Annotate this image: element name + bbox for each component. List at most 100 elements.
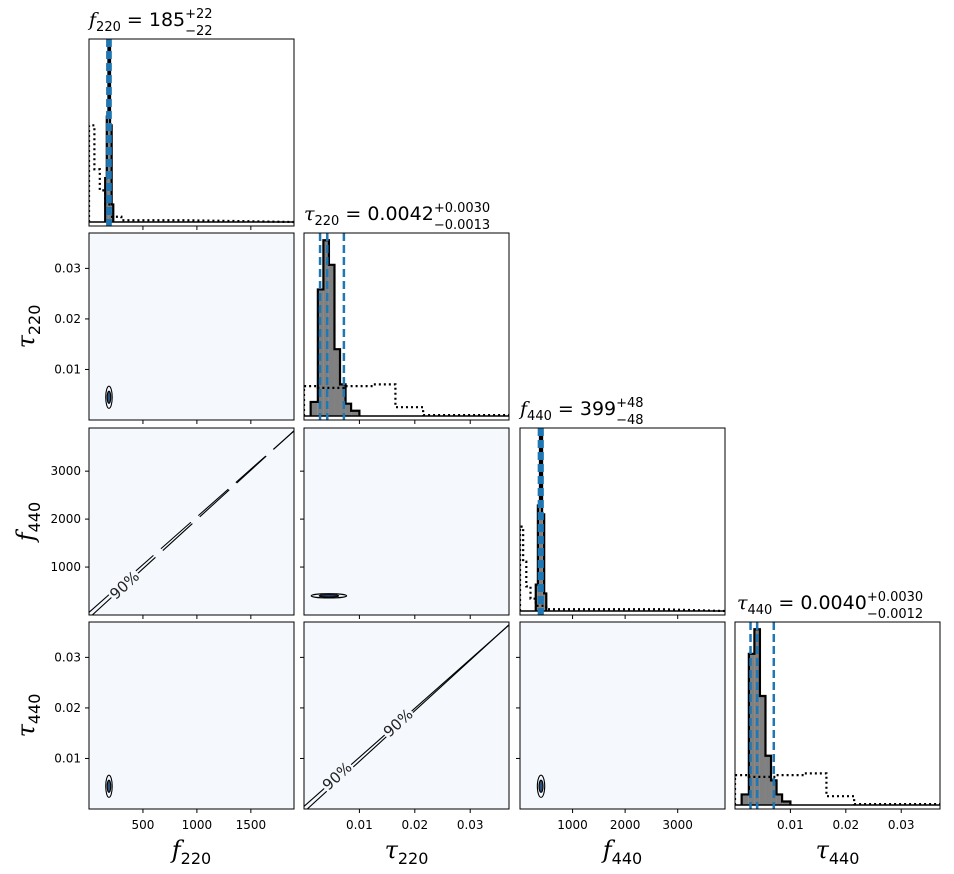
- posterior-bar-tau440-6: [776, 794, 783, 805]
- posterior-bar-tau440-0: [741, 794, 749, 805]
- frame-tau440-f440: [519, 621, 726, 810]
- xlabel-tau440-subscript: 440: [829, 849, 860, 868]
- frame-tau220-f220: [88, 232, 295, 421]
- posterior-bar-tau220-6: [345, 403, 352, 416]
- title-tau220-sub: 220: [315, 214, 340, 229]
- title-f220-plus: +22: [185, 7, 212, 22]
- panel-bg-f440-tau220: [304, 428, 509, 615]
- panel-tau440-hist: [735, 622, 940, 809]
- title-f220: f220 = 185+22: [87, 7, 213, 35]
- panel-bg-tau440-f440: [520, 622, 725, 809]
- posterior-bar-tau220-0: [310, 401, 318, 416]
- contour-label-bg-f440-f220-0: [105, 566, 144, 605]
- ytick-label-tau440-2: 0.03: [54, 650, 81, 664]
- ytick-label-tau220-0: 0.01: [54, 362, 81, 376]
- xtick-label-f440-0: 1000: [557, 818, 588, 832]
- panel-tau220-hist: [304, 233, 509, 420]
- title-f220-symbol: f: [87, 9, 99, 31]
- posterior-contour-inner-f440-tau220: [318, 594, 340, 598]
- ylabel-f440-subscript: 440: [25, 502, 44, 533]
- xtick-label-f440-1: 2000: [610, 818, 641, 832]
- ylabel-f440: f440: [12, 502, 44, 543]
- xlabel-f440-subscript: 440: [612, 849, 643, 868]
- ylabel-tau220-symbol: τ: [12, 334, 40, 348]
- xlabel-tau440: τ440: [816, 836, 860, 868]
- xtick-label-f220-1: 1000: [182, 818, 213, 832]
- posterior-step-tau440: [740, 628, 792, 805]
- posterior-contour-inner-tau220-f220: [106, 390, 112, 404]
- panel-bg-tau220-f220: [89, 233, 294, 420]
- panel-f220-hist: [89, 39, 294, 226]
- ylabel-tau220: τ220: [12, 305, 44, 349]
- xtick-label-f440-2: 3000: [662, 818, 693, 832]
- ytick-label-tau440-1: 0.02: [54, 701, 81, 715]
- xlabel-tau440-symbol: τ: [816, 836, 830, 864]
- ylabel-tau220-subscript: 220: [25, 305, 44, 336]
- prior-contour-b-f440-f220: [91, 429, 294, 615]
- ylabel-tau440-symbol: τ: [12, 723, 40, 737]
- posterior-step-tau220: [309, 239, 361, 416]
- posterior-bar-tau440-1: [748, 653, 755, 805]
- ylabel-tau440: τ440: [12, 694, 44, 738]
- xtick-label-tau440-2: 0.03: [888, 818, 915, 832]
- xtick-label-tau440-0: 0.01: [777, 818, 804, 832]
- title-f440: f440 = 399+48: [518, 396, 644, 424]
- title-f440-symbol: f: [518, 398, 530, 420]
- title-f440-plus: +48: [616, 396, 643, 411]
- xlabel-tau220-symbol: τ: [385, 836, 399, 864]
- xlabel-f440: f440: [601, 836, 642, 868]
- posterior-contour-outer-f440-tau220: [310, 593, 348, 599]
- title-f220-eq: = 185: [121, 9, 185, 31]
- xtick-label-tau220-1: 0.02: [401, 818, 428, 832]
- frame-tau440-f220: [88, 621, 295, 810]
- panel-f440-f220: 90%: [89, 429, 294, 615]
- xtick-label-tau440-1: 0.02: [832, 818, 859, 832]
- title-tau440-minus: −0.0012: [867, 607, 923, 622]
- panel-tau220-f220: [105, 385, 113, 409]
- frame-f440-f440: [519, 427, 726, 616]
- posterior-bar-tau440-3: [759, 696, 766, 805]
- frame-tau220-tau220: [303, 232, 510, 421]
- panel-f440-tau220: [310, 593, 348, 599]
- frame-f220-f220: [88, 38, 295, 227]
- title-tau220-plus: +0.0030: [434, 201, 490, 216]
- xlabel-f220-subscript: 220: [181, 849, 212, 868]
- frame-f440-f220: [88, 427, 295, 616]
- xtick-label-tau220-2: 0.03: [457, 818, 484, 832]
- frame-f440-tau220: [303, 427, 510, 616]
- xlabel-tau220-subscript: 220: [398, 849, 429, 868]
- posterior-bar-tau220-5: [340, 384, 346, 416]
- xlabel-f220: f220: [170, 836, 211, 868]
- panel-tau440-f220: [105, 774, 113, 798]
- ytick-label-f440-1: 2000: [50, 512, 81, 526]
- xtick-label-tau220-0: 0.01: [346, 818, 373, 832]
- ytick-label-tau440-0: 0.01: [54, 751, 81, 765]
- title-f220-minus: −22: [185, 24, 212, 39]
- panel-tau440-f440: [536, 774, 546, 798]
- posterior-bar-f220-2: [108, 46, 111, 222]
- ylabel-tau440-subscript: 440: [25, 694, 44, 725]
- title-tau440-eq: = 0.0040: [772, 592, 866, 614]
- contour-label-bg-tau440-tau220-0: [317, 757, 357, 795]
- title-f440-eq: = 399: [552, 398, 616, 420]
- title-tau220: τ220 = 0.0042+0.0030: [304, 201, 490, 229]
- frame-tau440-tau440: [734, 621, 941, 810]
- xtick-label-f220-2: 1500: [236, 818, 267, 832]
- posterior-bar-tau220-1: [317, 289, 324, 416]
- plot-text: 500 1000 1500 0.01 0.02 0.03 1000 2000 3000 0.01 0…: [12, 7, 923, 868]
- posterior-contour-inner-tau440-f440: [538, 779, 544, 793]
- panel-frames: [88, 38, 941, 810]
- ytick-label-f440-2: 3000: [50, 464, 81, 478]
- posterior-bar-tau220-3: [328, 264, 335, 416]
- title-tau440-symbol: τ: [737, 592, 748, 614]
- title-tau440-sub: 440: [748, 603, 773, 618]
- title-tau220-eq: = 0.0042: [339, 203, 433, 225]
- posterior-contour-outer-tau220-f220: [105, 385, 113, 409]
- posterior-bar-tau220-4: [334, 349, 341, 416]
- posterior-bar-f440-2: [539, 435, 543, 611]
- prior-step-f440: [520, 525, 725, 613]
- ytick-label-tau220-1: 0.02: [54, 312, 81, 326]
- posterior-bar-tau440-4: [765, 755, 772, 805]
- posterior-bar-tau440-2: [754, 629, 760, 805]
- panel-f440-hist: [520, 428, 725, 615]
